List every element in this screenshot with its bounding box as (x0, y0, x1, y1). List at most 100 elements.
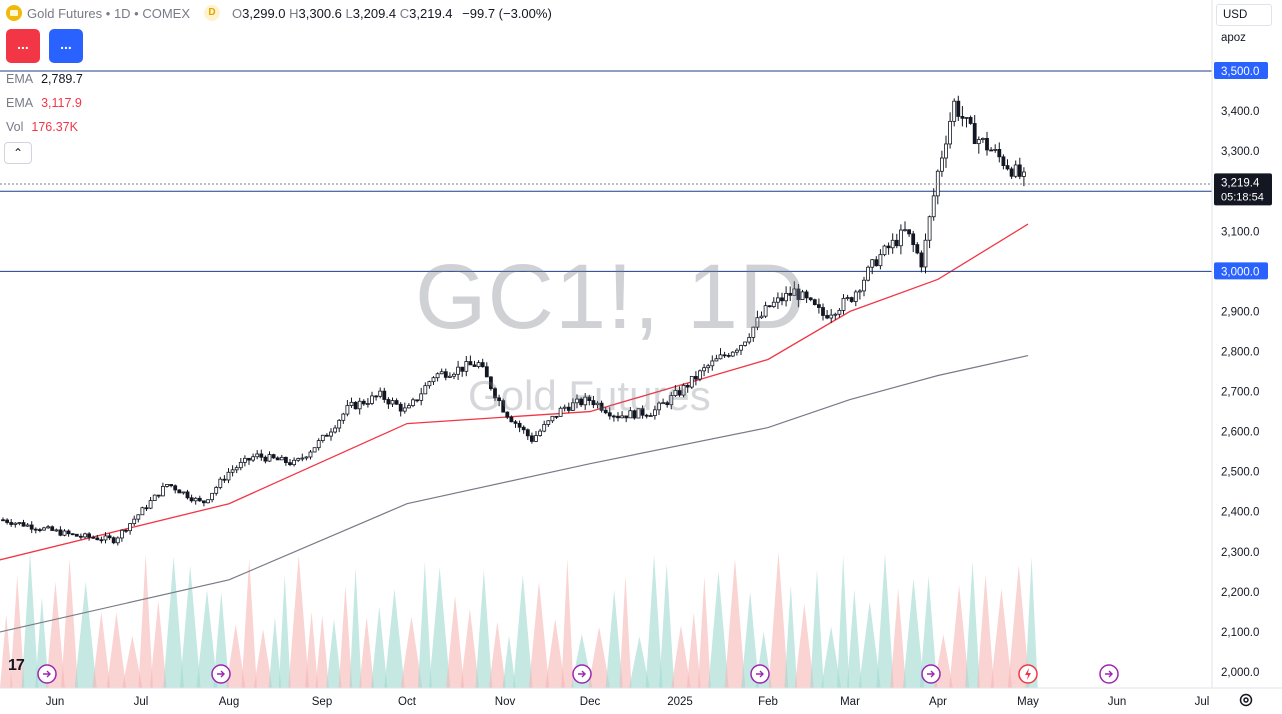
candle (169, 484, 174, 488)
candle (345, 400, 350, 417)
candle (825, 309, 829, 320)
candle (312, 447, 317, 453)
price-tick-label: 2,800.0 (1221, 346, 1259, 358)
candle (398, 402, 403, 417)
buy-button[interactable]: ... (49, 29, 83, 63)
time-tick-label: Sep (312, 696, 332, 708)
symbol-title[interactable]: Gold Futures (27, 5, 103, 21)
volume-bar (890, 588, 907, 688)
candle (858, 289, 862, 300)
candle (657, 401, 661, 415)
collapse-legend-button[interactable]: ⌃ (4, 142, 32, 164)
data-flag-badge[interactable]: D (204, 5, 221, 21)
candle (25, 523, 30, 527)
price-tick-label: 3,100.0 (1221, 226, 1259, 238)
event-arrow-icon[interactable] (211, 664, 231, 684)
candle (296, 457, 301, 462)
candle (136, 514, 141, 523)
candle (976, 136, 981, 154)
candle (534, 430, 538, 442)
candle (79, 533, 83, 540)
candle (751, 326, 756, 342)
candle (763, 301, 768, 319)
event-markers (37, 664, 1119, 684)
event-arrow-icon[interactable] (750, 664, 770, 684)
volume-bar (106, 612, 127, 688)
volume-bar (902, 578, 925, 688)
volume-bar (349, 567, 362, 688)
settings-gear-icon[interactable] (1238, 692, 1254, 708)
candle (476, 360, 481, 369)
candle (952, 98, 957, 127)
candle (694, 371, 698, 386)
price-tick-label: 2,700.0 (1221, 387, 1259, 399)
event-arrow-icon[interactable] (572, 664, 592, 684)
volume-bar (659, 563, 675, 688)
candle (587, 394, 592, 406)
sell-button[interactable]: ... (6, 29, 40, 63)
ema-fast-line[interactable] (0, 223, 1029, 561)
candle (460, 366, 465, 377)
candle (874, 256, 879, 267)
candle (509, 415, 514, 423)
volume-bar (359, 616, 375, 688)
price-axis: 3,400.0 3,300.0 3,100.0 2,900.0 2,800.0 2,700… (1211, 0, 1282, 688)
lightning-event-icon[interactable] (1018, 664, 1038, 684)
event-arrow-icon[interactable] (37, 664, 57, 684)
candle (58, 526, 63, 537)
candle (115, 536, 120, 546)
chevron-up-icon: ⌃ (12, 146, 24, 160)
ema-slow-indicator[interactable]: EMA 2,789.7 (6, 72, 83, 86)
event-arrow-icon[interactable] (921, 664, 941, 684)
volume-bar (428, 567, 451, 688)
volume-bar (241, 559, 257, 688)
candle (406, 403, 411, 409)
ema-fast-indicator[interactable]: EMA 3,117.9 (6, 96, 82, 110)
candle (849, 296, 854, 303)
candle (554, 415, 559, 419)
interval-label[interactable]: 1D (113, 5, 131, 21)
currency-selector[interactable]: USD (1216, 4, 1272, 26)
price-tick-label: 3,300.0 (1221, 146, 1259, 158)
scale-mode-selector[interactable]: apoz (1221, 32, 1246, 44)
volume-bar (92, 612, 111, 688)
candle (210, 492, 215, 503)
candle (985, 131, 989, 156)
candle (669, 392, 674, 410)
candlesticks (1, 95, 1026, 546)
volume-bar (475, 570, 493, 688)
candle (899, 224, 903, 255)
volume-indicator[interactable]: Vol 176.37K (6, 120, 78, 134)
candle (747, 333, 752, 345)
volume-bar (645, 555, 663, 688)
candle (640, 405, 645, 419)
event-arrow-icon[interactable] (1099, 664, 1119, 684)
volume-bar (949, 585, 970, 688)
candle (595, 401, 600, 409)
candle (562, 404, 567, 412)
candle (661, 398, 665, 405)
volume-bar (821, 626, 842, 688)
volume-bar (74, 581, 97, 688)
ema-slow-line[interactable] (0, 355, 1029, 633)
volume-bar (629, 636, 650, 688)
candle (148, 497, 153, 510)
volume-bar (371, 606, 388, 688)
candle (800, 289, 805, 301)
candle (1, 517, 5, 522)
candle (21, 519, 26, 527)
price-change: −99.7 (−3.00%) (462, 5, 552, 21)
candle (866, 265, 870, 282)
candle (83, 532, 87, 539)
volume-bar (61, 559, 79, 688)
candle (566, 402, 571, 413)
candle (427, 380, 432, 389)
candle (423, 382, 428, 395)
candle (357, 397, 362, 415)
candle (505, 411, 510, 420)
volume-bar (278, 574, 291, 688)
candle (99, 536, 104, 544)
candle (862, 276, 866, 297)
candle (583, 393, 588, 410)
